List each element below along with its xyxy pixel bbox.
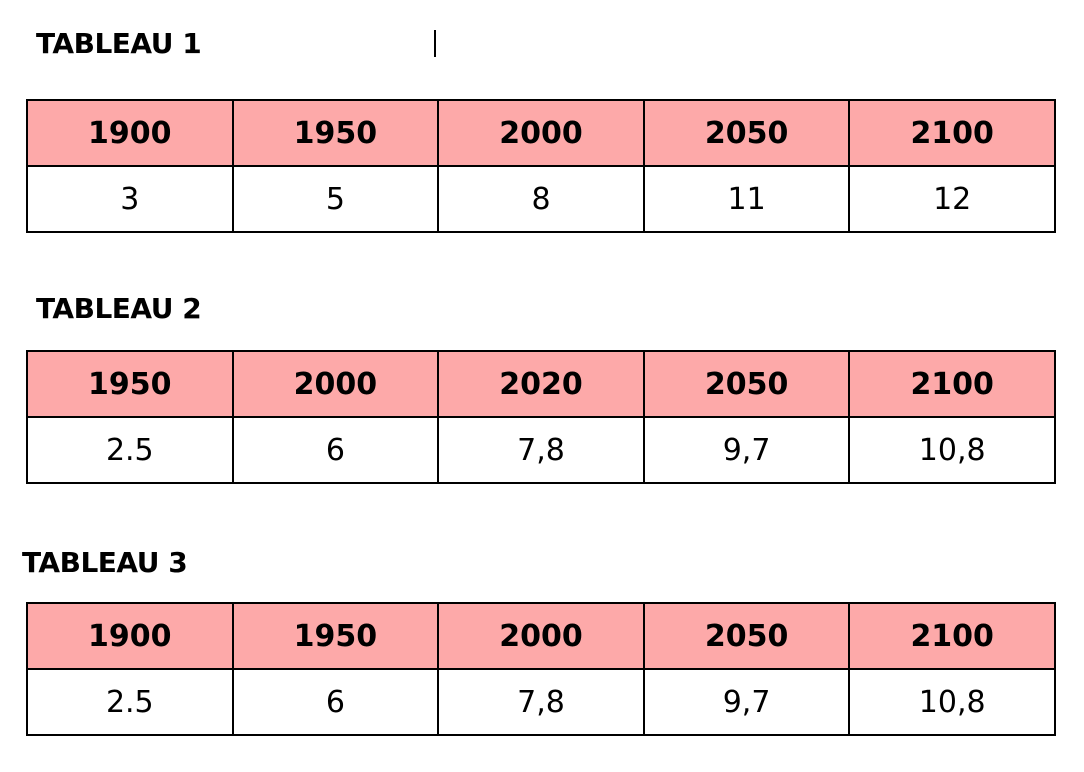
header-cell: 1900 — [26, 602, 234, 670]
data-row: 2.5 6 7,8 9,7 10,8 — [26, 668, 1056, 736]
header-row: 1950 2000 2020 2050 2100 — [26, 350, 1056, 418]
header-cell: 2000 — [437, 602, 645, 670]
data-cell: 3 — [26, 165, 234, 233]
data-table: 1900 1950 2000 2050 2100 2.5 6 7,8 9,7 10,8 — [26, 602, 1056, 736]
data-cell: 10,8 — [848, 416, 1056, 484]
header-cell: 2100 — [848, 350, 1056, 418]
header-cell: 2000 — [231, 350, 440, 418]
data-cell: 6 — [231, 416, 440, 484]
data-cell: 6 — [231, 668, 440, 736]
data-table: 1900 1950 2000 2050 2100 3 5 8 11 12 — [26, 99, 1056, 233]
data-row: 3 5 8 11 12 — [26, 165, 1056, 233]
data-cell: 9,7 — [642, 416, 851, 484]
header-cell: 2020 — [437, 350, 645, 418]
data-cell: 2.5 — [26, 668, 234, 736]
header-cell: 2050 — [642, 602, 851, 670]
data-cell: 5 — [231, 165, 440, 233]
data-cell: 12 — [848, 165, 1056, 233]
header-cell: 1900 — [26, 99, 234, 167]
header-cell: 2100 — [848, 99, 1056, 167]
header-cell: 2050 — [642, 350, 851, 418]
data-cell: 2.5 — [26, 416, 234, 484]
header-row: 1900 1950 2000 2050 2100 — [26, 99, 1056, 167]
header-cell: 1950 — [26, 350, 234, 418]
header-row: 1900 1950 2000 2050 2100 — [26, 602, 1056, 670]
table-title: TABLEAU 3 — [22, 546, 188, 579]
data-row: 2.5 6 7,8 9,7 10,8 — [26, 416, 1056, 484]
data-cell: 10,8 — [848, 668, 1056, 736]
table-title: TABLEAU 1 — [36, 27, 202, 60]
header-cell: 1950 — [231, 602, 440, 670]
header-cell: 2000 — [437, 99, 645, 167]
data-cell: 11 — [642, 165, 851, 233]
data-cell: 8 — [437, 165, 645, 233]
data-table: 1950 2000 2020 2050 2100 2.5 6 7,8 9,7 10,8 — [26, 350, 1056, 484]
header-cell: 2050 — [642, 99, 851, 167]
header-cell: 2100 — [848, 602, 1056, 670]
data-cell: 7,8 — [437, 668, 645, 736]
header-cell: 1950 — [231, 99, 440, 167]
data-cell: 9,7 — [642, 668, 851, 736]
text-cursor — [434, 30, 436, 57]
table-title: TABLEAU 2 — [36, 292, 202, 325]
data-cell: 7,8 — [437, 416, 645, 484]
